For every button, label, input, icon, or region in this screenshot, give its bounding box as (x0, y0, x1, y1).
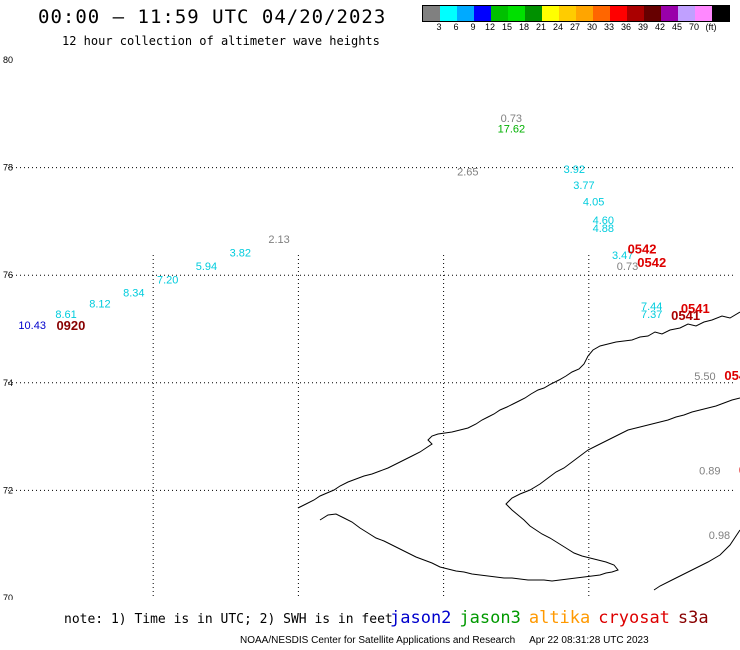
wave-height-value: 4.60 (593, 215, 614, 227)
colorbar-swatch (695, 6, 712, 21)
colorbar-tick-label: 15 (501, 22, 513, 32)
colorbar-swatch (474, 6, 491, 21)
coastline-novaya-zemlya (297, 311, 740, 591)
colorbar-tick-label: 42 (654, 22, 666, 32)
map-subtitle: 12 hour collection of altimeter wave hei… (62, 34, 380, 48)
wave-height-colorbar (422, 5, 730, 22)
latitude-label: 70 (3, 593, 13, 600)
wave-height-value: 3.47 (612, 250, 633, 262)
wave-height-value: 0.73 (501, 113, 522, 125)
colorbar-swatch (661, 6, 678, 21)
wave-height-value: 7.44 (641, 301, 662, 313)
colorbar-tick-label: 70 (688, 22, 700, 32)
coastline-north-island (297, 311, 740, 509)
colorbar-unit: (ft) (705, 22, 717, 32)
colorbar-swatch (678, 6, 695, 21)
wave-height-value: 4.88 (593, 223, 614, 235)
colorbar-tick-label: 27 (569, 22, 581, 32)
wave-height-value: 4.05 (583, 196, 604, 208)
satellite-pass-times: 0920054205420541054105410540 (56, 242, 740, 478)
legend-entry-altika: altika (528, 608, 591, 628)
satellite-legend: jason2 jason3 altika cryosat s3a (390, 608, 717, 628)
pass-time-label: 0541 (724, 368, 740, 383)
latitude-label: 80 (3, 55, 13, 65)
wave-height-value: 10.43 (18, 320, 46, 332)
colorbar-tick-label: 33 (603, 22, 615, 32)
colorbar-swatch (644, 6, 661, 21)
wave-height-value: 17.62 (498, 124, 526, 136)
wave-height-value: 7.20 (157, 274, 178, 286)
colorbar-swatch (593, 6, 610, 21)
latitude-label: 74 (3, 378, 13, 388)
colorbar-swatch (491, 6, 508, 21)
colorbar-tick-label: 9 (470, 22, 476, 32)
colorbar-tick-label: 30 (586, 22, 598, 32)
colorbar-swatch (610, 6, 627, 21)
legend-entry-jason2: jason2 (390, 608, 452, 628)
wave-height-value: 8.61 (55, 309, 76, 321)
wave-height-observations: 0.7317.6213.532.653.923.774.054.604.882.… (18, 113, 730, 542)
credit-text: NOAA/NESDIS Center for Satellite Applica… (240, 635, 516, 646)
generated-timestamp: Apr 22 08:31:28 UTC 2023 (529, 635, 649, 646)
legend-entry-cryosat: cryosat (598, 608, 670, 628)
pass-time-label: 0541 (681, 301, 710, 316)
colorbar-tick-label: 12 (484, 22, 496, 32)
colorbar-swatch (457, 6, 474, 21)
coastline-southeast (653, 529, 740, 591)
pass-time-label: 0542 (637, 255, 666, 270)
wave-height-value: 3.92 (564, 164, 585, 176)
colorbar-swatch (559, 6, 576, 21)
legend-entry-s3a: s3a (677, 608, 709, 628)
wave-height-value: 3.82 (230, 247, 251, 259)
colorbar-tick-label: 24 (552, 22, 564, 32)
wave-height-value: 0.89 (699, 465, 720, 477)
colorbar-swatch (542, 6, 559, 21)
colorbar-tick-label: 18 (518, 22, 530, 32)
latitude-label: 76 (3, 270, 13, 280)
colorbar-swatch (627, 6, 644, 21)
wave-height-map: 807876747270454851545760 0.7317.6213.532… (3, 55, 740, 600)
colorbar-swatch (525, 6, 542, 21)
wave-height-value: 8.34 (123, 288, 144, 300)
pass-time-label: 0542 (628, 242, 657, 257)
colorbar-tick-label: 6 (453, 22, 459, 32)
latitude-label: 72 (3, 485, 13, 495)
wave-height-value: 2.65 (457, 167, 478, 179)
wave-height-value: 8.12 (89, 298, 110, 310)
lat-lon-grid: 807876747270454851545760 (3, 55, 734, 600)
wave-height-value: 5.94 (196, 261, 217, 273)
coastline-south-island (319, 397, 740, 582)
colorbar-tick-label: 36 (620, 22, 632, 32)
colorbar-tick-label: 21 (535, 22, 547, 32)
colorbar-swatch (712, 6, 729, 21)
colorbar-tick-label: 39 (637, 22, 649, 32)
wave-height-value: 0.73 (617, 261, 638, 273)
colorbar-swatch (440, 6, 457, 21)
wave-height-value: 2.13 (268, 234, 289, 246)
map-title: 00:00 – 11:59 UTC 04/20/2023 (38, 6, 387, 28)
wave-height-value: 7.37 (641, 309, 662, 321)
colorbar-tick-label: 45 (671, 22, 683, 32)
colorbar-swatch (508, 6, 525, 21)
pass-time-label: 0540 (739, 462, 740, 477)
latitude-label: 78 (3, 163, 13, 173)
colorbar-swatch (423, 6, 440, 21)
pass-time-label: 0541 (671, 308, 700, 323)
colorbar-tick-label: 3 (436, 22, 442, 32)
wave-height-value: 5.50 (694, 371, 715, 383)
units-note: note: 1) Time is in UTC; 2) SWH is in fe… (64, 612, 393, 627)
wave-height-value: 0.98 (709, 530, 730, 542)
wave-height-value: 3.77 (573, 180, 594, 192)
pass-time-label: 0920 (56, 318, 85, 333)
credit-line: NOAA/NESDIS Center for Satellite Applica… (240, 635, 649, 646)
legend-entry-jason3: jason3 (459, 608, 521, 628)
colorbar-swatch (576, 6, 593, 21)
